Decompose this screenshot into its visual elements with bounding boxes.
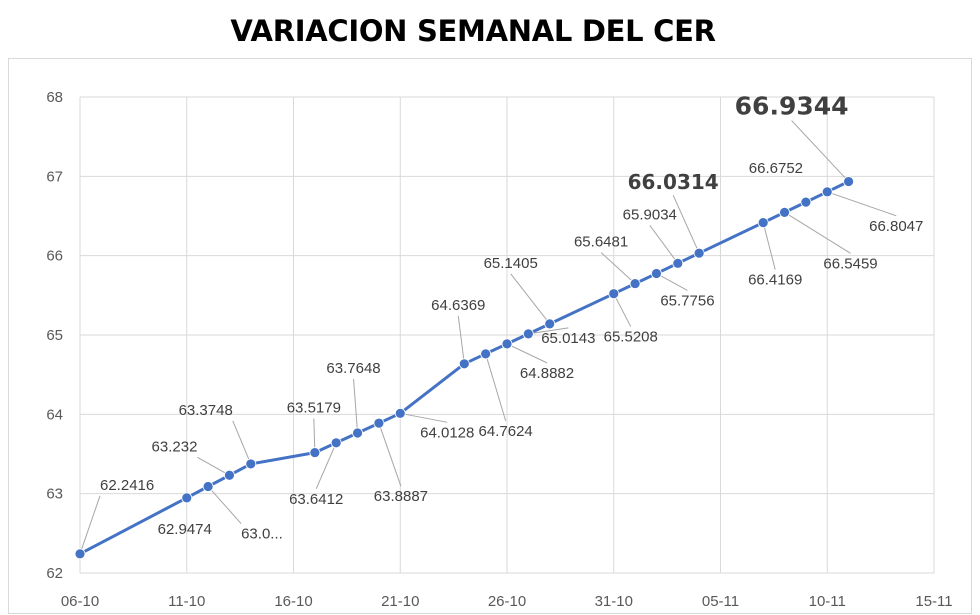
data-point xyxy=(480,348,492,360)
leader-lines xyxy=(79,120,897,554)
leader-line xyxy=(378,422,402,487)
data-point xyxy=(330,437,342,449)
leader-line xyxy=(784,211,851,254)
data-point xyxy=(821,186,833,198)
leader-line xyxy=(197,456,230,476)
data-point xyxy=(245,458,257,470)
leader-line xyxy=(506,343,548,364)
x-tick-label: 31-10 xyxy=(595,593,633,610)
data-label: 62.2416 xyxy=(100,477,154,494)
data-label: 63.5179 xyxy=(287,400,341,417)
data-point xyxy=(800,196,812,208)
data-label: 63.7648 xyxy=(326,360,380,377)
data-point xyxy=(779,206,790,218)
x-tick-label: 15-11 xyxy=(915,593,952,610)
data-label: 66.6752 xyxy=(749,160,803,177)
data-point xyxy=(672,257,684,269)
leader-line xyxy=(600,252,636,284)
x-tick-label: 26-10 xyxy=(488,593,526,610)
data-label: 64.6369 xyxy=(431,297,485,314)
data-label: 65.9034 xyxy=(623,206,677,223)
x-tick-label: 05-11 xyxy=(702,593,739,610)
data-label: 63.8887 xyxy=(374,488,428,505)
y-tick-label: 62 xyxy=(46,565,63,582)
data-point xyxy=(693,247,705,259)
data-label: 64.8882 xyxy=(520,365,574,382)
leader-line xyxy=(315,442,337,489)
leader-line xyxy=(313,418,316,453)
data-label: 66.5459 xyxy=(823,255,877,272)
data-label: 65.7756 xyxy=(660,292,714,309)
y-tick-label: 68 xyxy=(46,89,63,106)
y-tick-label: 66 xyxy=(46,248,63,265)
leader-line xyxy=(400,412,448,423)
data-label: 63.0... xyxy=(241,526,283,543)
data-label: 64.7624 xyxy=(479,423,533,440)
data-label: 65.1405 xyxy=(484,255,538,272)
leader-line xyxy=(353,378,359,434)
data-label: 63.6412 xyxy=(289,491,343,508)
y-tick-label: 65 xyxy=(46,327,63,344)
data-label: 65.5208 xyxy=(604,329,658,346)
data-label: 66.9344 xyxy=(735,92,849,121)
leader-line xyxy=(232,420,252,465)
leader-line xyxy=(207,486,242,524)
x-tick-label: 16-10 xyxy=(274,593,312,610)
data-point xyxy=(501,338,513,350)
leader-line xyxy=(613,293,632,327)
data-point xyxy=(757,217,769,228)
data-point xyxy=(608,288,620,300)
x-tick-label: 10-11 xyxy=(809,593,846,610)
data-point xyxy=(224,469,235,481)
data-point xyxy=(458,358,470,370)
data-point xyxy=(309,447,321,458)
leader-line xyxy=(827,191,897,217)
data-label: 65.0143 xyxy=(541,330,595,347)
chart-frame xyxy=(8,58,972,614)
data-point xyxy=(373,417,385,429)
leader-line xyxy=(791,120,849,182)
leader-line xyxy=(79,495,101,554)
data-label: 63.232 xyxy=(152,438,198,455)
data-label: 62.9474 xyxy=(158,521,212,538)
y-tick-label: 67 xyxy=(46,168,63,185)
y-tick-label: 63 xyxy=(46,486,63,503)
data-point xyxy=(843,176,854,187)
data-point xyxy=(74,548,86,560)
data-point xyxy=(544,318,556,330)
gridlines xyxy=(79,96,935,574)
leader-line xyxy=(672,194,700,254)
data-label: 66.8047 xyxy=(869,218,923,235)
data-label: 63.3748 xyxy=(179,402,233,419)
data-point xyxy=(629,278,641,289)
data-label: 64.0128 xyxy=(420,424,474,441)
data-label: 66.0314 xyxy=(628,170,719,194)
y-tick-label: 64 xyxy=(46,406,63,423)
leader-line xyxy=(457,315,465,364)
leader-line xyxy=(656,273,688,291)
data-point xyxy=(181,492,193,504)
data-labels: 62.2416 62.9474 63.0... 63.232 63.3748 63.517… xyxy=(100,92,923,543)
data-point xyxy=(202,481,214,492)
data-point xyxy=(522,328,534,340)
x-tick-label: 11-10 xyxy=(168,593,205,610)
data-label: 66.4169 xyxy=(748,272,802,289)
leader-line xyxy=(649,225,679,264)
chart-title: VARIACION SEMANAL DEL CER xyxy=(230,14,716,48)
leader-line xyxy=(762,222,776,270)
data-label: 65.6481 xyxy=(574,234,628,251)
data-points xyxy=(74,176,854,560)
axes: 62 63 64 65 66 67 68 06-10 11-10 16-10 21-10 26-10 3… xyxy=(46,89,952,610)
leader-line xyxy=(485,353,507,421)
leader-line xyxy=(510,273,551,325)
data-point xyxy=(394,407,406,419)
x-tick-label: 21-10 xyxy=(381,593,419,610)
leader-line xyxy=(528,327,569,335)
x-tick-label: 06-10 xyxy=(61,593,99,610)
data-point xyxy=(651,268,662,279)
data-point xyxy=(352,427,363,439)
